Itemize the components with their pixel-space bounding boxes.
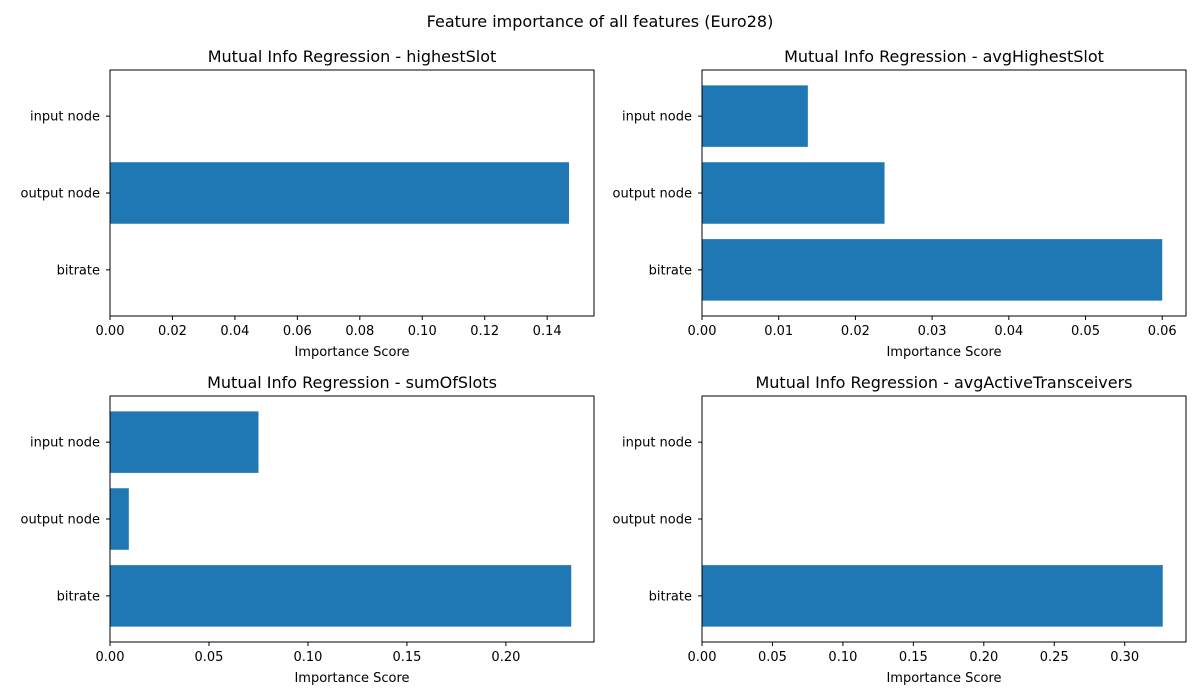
x-tick-label: 0.04 (994, 324, 1023, 339)
bar-bitrate (110, 565, 572, 627)
x-tick-label: 0.20 (969, 650, 998, 665)
figure-suptitle: Feature importance of all features (Euro… (427, 12, 774, 31)
y-tick-label: bitrate (57, 263, 100, 278)
y-tick-label: bitrate (57, 589, 100, 604)
bar-bitrate (702, 239, 1163, 301)
bar-output-node (702, 162, 885, 224)
subplot-2: Mutual Info Regression - avgHighestSlot i… (613, 47, 1187, 360)
x-tick-label: 0.05 (195, 650, 224, 665)
x-tick-label: 0.06 (1148, 324, 1177, 339)
y-tick-label: input node (30, 436, 100, 451)
x-tick-label: 0.10 (408, 324, 437, 339)
y-tick-label: output node (613, 513, 692, 528)
x-axis-label: Importance Score (886, 671, 1001, 686)
x-tick-label: 0.10 (828, 650, 857, 665)
y-tick-label: output node (613, 187, 692, 202)
x-tick-label: 0.25 (1040, 650, 1069, 665)
y-tick-label: bitrate (649, 589, 692, 604)
x-tick-label: 0.12 (470, 324, 499, 339)
y-tick-label: input node (622, 436, 692, 451)
subplot-title: Mutual Info Regression - sumOfSlots (207, 373, 497, 392)
bar-bitrate (702, 565, 1163, 627)
x-tick-label: 0.04 (220, 324, 249, 339)
y-tick-label: input node (30, 110, 100, 125)
x-tick-label: 0.10 (293, 650, 322, 665)
bar-input-node (702, 85, 808, 147)
x-tick-label: 0.00 (688, 324, 717, 339)
x-tick-label: 0.08 (345, 324, 374, 339)
x-tick-label: 0.05 (1071, 324, 1100, 339)
x-axis-label: Importance Score (886, 345, 1001, 360)
x-tick-label: 0.15 (392, 650, 421, 665)
y-tick-label: output node (21, 187, 100, 202)
x-tick-label: 0.05 (758, 650, 787, 665)
subplot-title: Mutual Info Regression - avgHighestSlot (784, 47, 1104, 66)
subplot-1: Mutual Info Regression - highestSlot inpu… (21, 47, 595, 360)
x-tick-label: 0.00 (96, 324, 125, 339)
subplot-title: Mutual Info Regression - highestSlot (208, 47, 497, 66)
x-tick-label: 0.02 (841, 324, 870, 339)
x-tick-label: 0.14 (533, 324, 562, 339)
x-tick-label: 0.00 (688, 650, 717, 665)
x-tick-label: 0.20 (491, 650, 520, 665)
subplot-4: Mutual Info Regression - avgActiveTransc… (613, 373, 1187, 686)
subplot-title: Mutual Info Regression - avgActiveTransc… (755, 373, 1132, 392)
x-tick-label: 0.02 (158, 324, 187, 339)
subplot-grid: Mutual Info Regression - highestSlot inpu… (21, 47, 1187, 686)
y-tick-label: bitrate (649, 263, 692, 278)
y-tick-label: output node (21, 513, 100, 528)
x-tick-label: 0.03 (918, 324, 947, 339)
x-tick-label: 0.30 (1110, 650, 1139, 665)
bar-output-node (110, 488, 129, 550)
bar-input-node (110, 411, 259, 473)
x-tick-label: 0.15 (899, 650, 928, 665)
y-tick-label: input node (622, 110, 692, 125)
x-tick-label: 0.00 (96, 650, 125, 665)
x-axis-label: Importance Score (294, 345, 409, 360)
bar-output-node (110, 162, 570, 224)
x-tick-label: 0.01 (764, 324, 793, 339)
x-tick-label: 0.06 (283, 324, 312, 339)
x-axis-label: Importance Score (294, 671, 409, 686)
subplot-3: Mutual Info Regression - sumOfSlots input… (21, 373, 595, 686)
